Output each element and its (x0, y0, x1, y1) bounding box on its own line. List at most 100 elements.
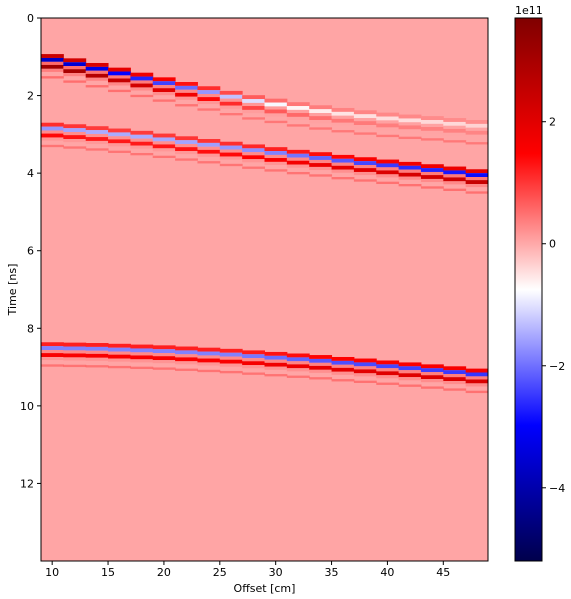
colorbar-gradient (514, 17, 543, 562)
heatmap-cell (376, 181, 400, 185)
heatmap-cell (108, 67, 131, 72)
heatmap-cell (197, 161, 221, 164)
heatmap-cell (152, 92, 176, 96)
heatmap-cell (63, 58, 87, 63)
heatmap-cell (63, 69, 87, 74)
heatmap-cell (242, 354, 265, 359)
heatmap-cell (108, 78, 131, 83)
heatmap-cell (353, 132, 377, 135)
heatmap-cell (376, 364, 400, 369)
heatmap-cell (398, 366, 422, 371)
heatmap-cell (219, 370, 243, 374)
heatmap-cell (219, 352, 243, 357)
heatmap-cell (85, 140, 109, 145)
heatmap-cell (309, 113, 333, 117)
heatmap-cell (175, 85, 198, 90)
heatmap-cell (197, 139, 221, 143)
heatmap-cell (152, 360, 176, 364)
heatmap-cell (353, 110, 377, 115)
heatmap-cell (85, 62, 109, 67)
heatmap-cell (197, 108, 221, 111)
heatmap-cell (331, 111, 355, 116)
heatmap-cell (443, 170, 467, 175)
heatmap-cell (41, 61, 64, 65)
heatmap-cell (465, 169, 489, 174)
x-tick-label: 30 (269, 566, 283, 579)
heatmap-cell (309, 152, 333, 157)
heatmap-cell (420, 175, 444, 179)
heatmap-cell (41, 144, 64, 148)
heatmap-cell (309, 358, 333, 363)
heatmap-cell (443, 132, 467, 136)
heatmap-cell (376, 123, 400, 128)
heatmap-cell (353, 380, 377, 383)
heatmap-cell (152, 99, 176, 102)
heatmap-cell (108, 143, 131, 147)
heatmap-cell (264, 158, 288, 162)
heatmap-cell (286, 153, 310, 158)
heatmap-cell (398, 165, 422, 170)
heatmap-cell (175, 151, 198, 155)
heatmap-cell (130, 344, 154, 349)
heatmap-cell (63, 66, 87, 70)
heatmap-cell (420, 379, 444, 383)
heatmap-cell (353, 168, 377, 172)
heatmap-cell (331, 169, 355, 173)
heatmap-cell (420, 364, 444, 369)
heatmap-cell (286, 157, 310, 161)
heatmap-cell (398, 377, 422, 381)
heatmap-cell (420, 168, 444, 172)
heatmap-cell (41, 356, 64, 361)
heatmap-cell (398, 169, 422, 173)
heatmap-cell (465, 173, 489, 178)
heatmap-cell (242, 109, 265, 114)
heatmap-cell (286, 106, 310, 110)
heatmap-cell (41, 346, 64, 351)
heatmap-cell (242, 350, 265, 355)
heatmap-cell (175, 346, 198, 351)
heatmap-cell (197, 362, 221, 366)
heatmap-cell (286, 353, 310, 358)
heatmap-cell (41, 76, 64, 79)
heatmap-cell (353, 157, 377, 162)
heatmap-cell (465, 134, 489, 138)
heatmap-cell (376, 368, 400, 372)
heatmap-cell (309, 159, 333, 164)
heatmap-cell (175, 354, 198, 358)
x-tick-label: 35 (325, 566, 339, 579)
heatmap-cell (309, 109, 333, 114)
heatmap-cell (331, 162, 355, 166)
heatmap-cell (63, 342, 87, 347)
heatmap-cell (41, 126, 64, 131)
heatmap-cell (63, 146, 87, 149)
heatmap-cell (465, 127, 489, 131)
heatmap-cell (108, 139, 131, 144)
heatmap-cell (41, 64, 64, 69)
heatmap-cell (465, 390, 489, 394)
heatmap-cell (376, 127, 400, 131)
heatmap-cell (197, 97, 221, 101)
heatmap-cell (63, 132, 87, 136)
heatmap-cell (85, 357, 109, 361)
heatmap-cell (108, 358, 131, 362)
heatmap-cell (242, 99, 265, 103)
heatmap-cell (197, 347, 221, 352)
heatmap-cell (286, 171, 310, 175)
x-tick-label: 40 (380, 566, 394, 579)
heatmap-cell (420, 375, 444, 380)
heatmap-cell (242, 166, 265, 169)
heatmap-cell (331, 165, 355, 170)
heatmap-cell (331, 177, 355, 180)
heatmap-cell (41, 364, 64, 367)
heatmap-cell (353, 358, 377, 363)
heatmap-cell (242, 361, 265, 366)
heatmap-cell (41, 350, 64, 354)
heatmap-cell (309, 116, 333, 121)
heatmap-cell (264, 154, 288, 159)
heatmap-cell (398, 114, 422, 119)
heatmap-cell (309, 355, 333, 359)
heatmap-cell (443, 381, 467, 385)
heatmap-cells (41, 54, 489, 394)
heatmap-cell (443, 166, 467, 171)
heatmap-cell (376, 112, 400, 117)
